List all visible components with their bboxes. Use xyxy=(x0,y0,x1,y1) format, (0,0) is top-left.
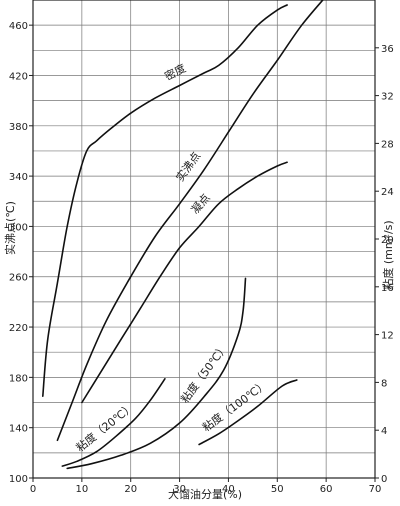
left-tick-label: 460 xyxy=(9,21,28,32)
bottom-tick-label: 0 xyxy=(30,484,36,495)
left-tick-label: 100 xyxy=(9,474,28,485)
right-axis-ticks: 0 4 8 12 16 20 24 28 32 36 xyxy=(375,44,394,485)
x-axis-label: 大馏油分量(%) xyxy=(168,487,242,501)
left-tick-label: 140 xyxy=(9,424,28,435)
left-tick-label: 380 xyxy=(9,122,28,133)
right-tick-label: 4 xyxy=(381,426,387,437)
left-tick-label: 220 xyxy=(9,323,28,334)
y-axis-left-label: 实沸点(℃) xyxy=(3,201,17,255)
y-axis-right-label: 粘度 (mm²/s) xyxy=(381,220,395,289)
left-tick-label: 340 xyxy=(9,172,28,183)
grid-layer xyxy=(32,0,376,479)
left-tick-label: 300 xyxy=(9,222,28,233)
series-line-1 xyxy=(42,4,288,397)
series-line-5 xyxy=(66,277,247,470)
right-tick-label: 28 xyxy=(381,139,394,150)
left-tick-label: 260 xyxy=(9,273,28,284)
right-tick-label: 36 xyxy=(381,44,394,55)
left-axis-ticks: 100 140 180 220 260 300 340 380 420 460 xyxy=(9,21,33,485)
series-line-6 xyxy=(198,379,298,446)
left-tick-label: 180 xyxy=(9,373,28,384)
series-layer xyxy=(42,0,324,470)
bottom-axis-ticks: 0 10 20 30 40 50 60 70 xyxy=(30,478,382,495)
bottom-tick-label: 70 xyxy=(369,484,382,495)
bottom-tick-label: 30 xyxy=(173,484,186,495)
right-tick-label: 32 xyxy=(381,92,394,103)
bottom-tick-label: 40 xyxy=(222,484,235,495)
bottom-tick-label: 60 xyxy=(320,484,333,495)
bottom-tick-label: 50 xyxy=(271,484,284,495)
left-tick-label: 420 xyxy=(9,71,28,82)
plot-frame xyxy=(32,0,376,479)
series-line-4 xyxy=(61,378,166,467)
series-line-2 xyxy=(56,0,324,442)
right-tick-label: 20 xyxy=(381,235,394,246)
right-tick-label: 8 xyxy=(381,378,387,389)
right-tick-label: 12 xyxy=(381,331,394,342)
series-line-3 xyxy=(81,161,288,404)
plot-border xyxy=(32,0,376,479)
bottom-tick-label: 20 xyxy=(124,484,137,495)
right-tick-label: 0 xyxy=(381,474,387,485)
series-label-1: 密度 xyxy=(162,61,188,84)
right-tick-label: 16 xyxy=(381,283,394,294)
bottom-tick-label: 10 xyxy=(75,484,88,495)
right-tick-label: 24 xyxy=(381,187,394,198)
series-label-3: 凝点 xyxy=(188,191,213,217)
